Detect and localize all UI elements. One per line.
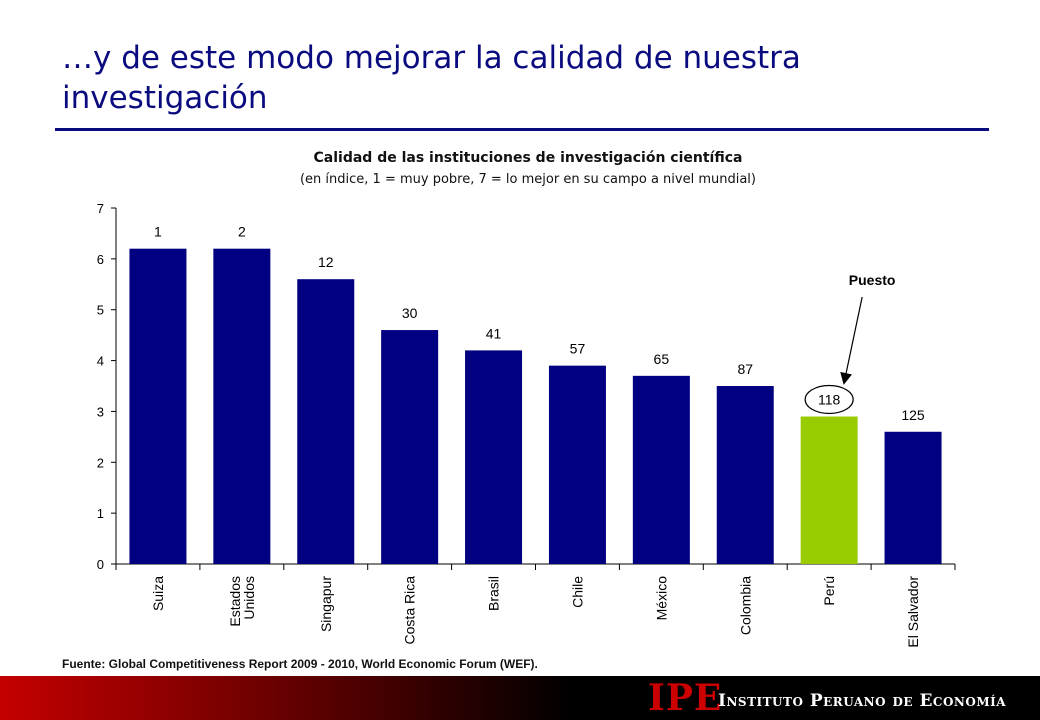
rank-label: 41 (486, 325, 502, 341)
category-label-line: Brasil (486, 576, 502, 611)
bar-7 (716, 386, 774, 564)
category-label-line: Colombia (737, 576, 753, 635)
bar-2 (297, 279, 355, 564)
bar-4 (465, 350, 523, 564)
category-label: Suiza (150, 576, 166, 611)
y-tick-label: 1 (97, 506, 104, 521)
y-tick-label: 6 (97, 252, 104, 267)
y-tick-label: 5 (97, 303, 104, 318)
rank-label: 125 (901, 407, 925, 423)
category-label: Brasil (486, 576, 502, 611)
category-label-line: México (653, 576, 669, 621)
category-label-line: Costa Rica (402, 576, 418, 645)
bar-1 (213, 248, 271, 564)
y-tick-label: 4 (97, 354, 104, 369)
category-label-line: El Salvador (905, 576, 921, 648)
bar-chart: 012345671Suiza2EstadosUnidos12Singapur30… (97, 201, 956, 648)
y-tick-label: 2 (97, 455, 104, 470)
footer-bar (0, 676, 1040, 720)
rank-highlight-circle (804, 384, 854, 415)
category-label-line: Perú (821, 576, 837, 606)
rank-label: 1 (154, 224, 162, 240)
rank-label: 30 (402, 305, 418, 321)
y-tick-label: 0 (97, 557, 104, 572)
source-note: Fuente: Global Competitiveness Report 20… (62, 657, 538, 671)
category-label: Costa Rica (402, 576, 418, 645)
institute-name: Instituto Peruano de Economía (718, 691, 1007, 711)
ipe-logo: IPE (648, 677, 723, 719)
category-label: Singapur (318, 576, 334, 632)
bar-5 (548, 365, 606, 564)
puesto-annotation: Puesto (849, 272, 896, 288)
chart-title: Calidad de las instituciones de investig… (313, 150, 743, 166)
category-label: Perú (821, 576, 837, 606)
category-label-line: Singapur (318, 576, 334, 632)
bar-6 (632, 375, 690, 564)
category-label-line: Suiza (150, 576, 166, 611)
category-label: Colombia (737, 576, 753, 635)
category-label-line: Chile (569, 576, 585, 608)
slide-title: …y de este modo mejorar la calidad de nu… (62, 40, 801, 116)
rank-label: 12 (318, 254, 334, 270)
rank-label: 2 (238, 224, 246, 240)
category-label: Chile (569, 576, 585, 608)
category-label-line: Estados (227, 576, 243, 627)
rank-label: 118 (818, 392, 841, 408)
bar-0 (129, 248, 187, 564)
chart-subtitle: (en índice, 1 = muy pobre, 7 = lo mejor … (299, 172, 756, 187)
annotation-arrow (840, 296, 863, 385)
bar-9 (884, 431, 942, 564)
y-tick-label: 3 (97, 404, 104, 419)
y-tick-label: 7 (97, 201, 104, 216)
rank-label: 87 (737, 361, 753, 377)
category-label-line: Unidos (241, 576, 257, 620)
bar-3 (381, 330, 439, 564)
rank-label: 57 (570, 341, 586, 357)
rank-label: 65 (654, 351, 670, 367)
category-label: El Salvador (905, 576, 921, 648)
bar-8 (800, 416, 858, 564)
category-label: México (653, 576, 669, 621)
title-underline (55, 128, 989, 131)
